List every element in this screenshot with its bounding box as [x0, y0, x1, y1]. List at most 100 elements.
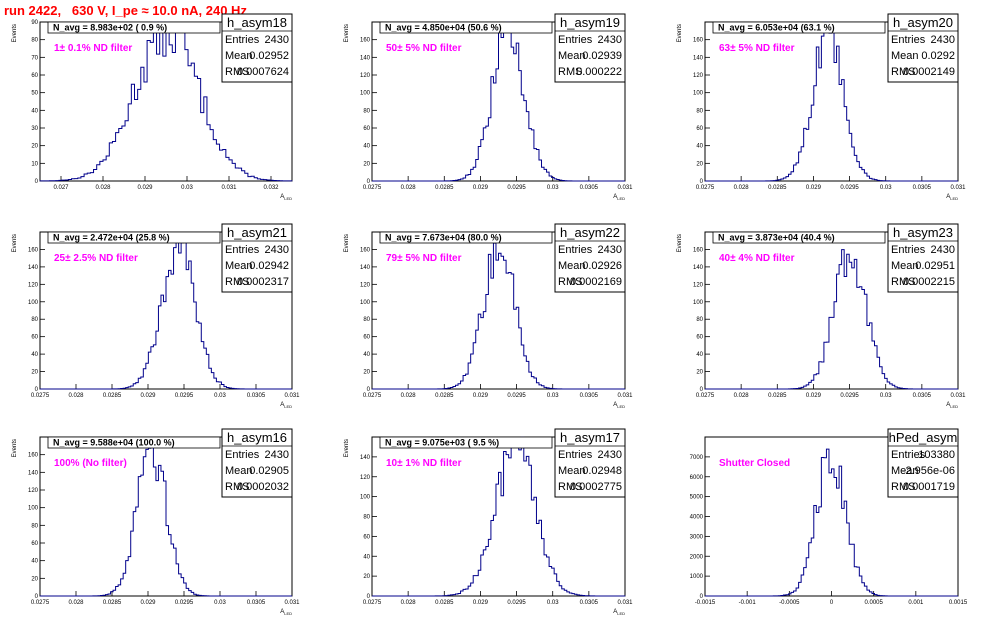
y-tick-label: 40 — [31, 559, 38, 565]
stats-title: h_asym21 — [227, 225, 287, 240]
x-tick-label: 0.031 — [617, 393, 633, 399]
y-tick-label: 90 — [31, 20, 38, 26]
y-tick-label: 80 — [696, 317, 703, 323]
stats-value: 2430 — [265, 244, 289, 256]
n-avg-label: N_avg = 9.075e+03 ( 9.5 %) — [385, 438, 499, 448]
y-tick-label: 120 — [360, 282, 371, 288]
filter-note: 100% (No filter) — [54, 458, 127, 469]
stats-title: h_asym20 — [893, 15, 953, 30]
x-tick-label: -0.0015 — [695, 600, 716, 606]
x-tick-label: 0.031 — [284, 393, 300, 399]
x-tick-label: 0.03 — [547, 185, 559, 191]
histogram-pad-h_asym20: 0 20 40 60 80 100 120 140 160 0.0275 0.028 0.0285 0.… — [677, 13, 966, 201]
stats-title: h_asym17 — [560, 430, 620, 445]
x-axis-title: ALED — [613, 402, 625, 409]
x-tick-label: 0.029 — [140, 600, 156, 606]
x-tick-label: 0.028 — [401, 185, 417, 191]
stats-value: 0.02951 — [915, 260, 955, 272]
y-tick-label: 100 — [360, 495, 371, 501]
y-tick-label: 20 — [31, 144, 38, 150]
stats-key: Entries — [891, 449, 926, 461]
histogram-pad-h_asym22: 0 20 40 60 80 100 120 140 160 0.0275 0.028 0.0285 0.… — [344, 223, 633, 409]
x-tick-label: 0.0295 — [175, 600, 194, 606]
filter-note: 79± 5% ND filter — [386, 253, 462, 264]
x-tick-label: 0.0275 — [31, 600, 50, 606]
x-tick-label: 0.031 — [617, 185, 633, 191]
stats-key: Mean — [225, 260, 253, 272]
y-tick-label: 60 — [363, 534, 370, 540]
stats-title: h_asym22 — [560, 225, 620, 240]
stats-value: 0.02942 — [249, 260, 289, 272]
x-tick-label: 0.0275 — [363, 600, 382, 606]
x-tick-label: 0.031 — [617, 600, 633, 606]
y-tick-label: 60 — [31, 335, 38, 341]
n-avg-label: N_avg = 9.588e+04 (100.0 %) — [53, 438, 175, 448]
stats-value: 0.0292 — [921, 50, 955, 62]
x-tick-label: 0.031 — [221, 185, 237, 191]
x-tick-label: 0.031 — [950, 185, 966, 191]
histogram-pad-h_asym18: 0 10 20 30 40 50 60 70 80 90 0.027 0.028 0.029 0.03 0.… — [12, 13, 293, 201]
x-tick-label: 0.0275 — [31, 393, 50, 399]
x-tick-label: 0.0285 — [103, 393, 122, 399]
x-tick-label: 0.03 — [181, 185, 193, 191]
stats-title: hPed_asym — [889, 430, 958, 445]
stats-value: 0.0001719 — [903, 481, 955, 493]
stats-box — [887, 13, 959, 83]
y-tick-label: 70 — [31, 55, 38, 61]
histogram-line — [705, 448, 958, 597]
stats-value: 2430 — [598, 244, 622, 256]
x-tick-label: 0.0295 — [840, 185, 859, 191]
stats-value: 0.0002317 — [237, 276, 289, 288]
x-tick-label: 0.028 — [68, 393, 84, 399]
y-tick-label: 140 — [28, 470, 39, 476]
stats-box — [887, 428, 959, 498]
stats-box — [554, 428, 626, 498]
x-tick-label: 0.0285 — [768, 393, 787, 399]
x-tick-label: 0.03 — [214, 600, 226, 606]
filter-note: 25± 2.5% ND filter — [54, 253, 138, 264]
y-tick-label: 80 — [363, 317, 370, 323]
stats-value: 0.02926 — [582, 260, 622, 272]
y-tick-label: 1000 — [690, 574, 704, 580]
y-tick-label: 120 — [28, 488, 39, 494]
y-axis-title: Events — [344, 439, 350, 457]
histogram-line — [40, 436, 292, 597]
x-tick-label: 0.028 — [68, 600, 84, 606]
x-axis-title: ALED — [280, 402, 292, 409]
x-tick-label: 0.0305 — [913, 393, 932, 399]
stats-value: 2430 — [598, 34, 622, 46]
x-tick-label: 0.028 — [734, 393, 750, 399]
x-tick-label: 0.029 — [473, 600, 489, 606]
histogram-pad-h_asym23: 0 20 40 60 80 100 120 140 160 0.0275 0.028 0.0285 0.… — [677, 223, 966, 409]
y-tick-label: 2000 — [690, 554, 704, 560]
stats-key: RMS — [891, 481, 915, 493]
stats-box — [221, 13, 293, 83]
x-tick-label: 0 — [830, 600, 834, 606]
n-avg-label: N_avg = 3.873e+04 (40.4 %) — [718, 233, 835, 243]
x-tick-label: 0.029 — [806, 185, 822, 191]
filter-note: Shutter Closed — [719, 458, 790, 469]
stats-key: Mean — [891, 260, 919, 272]
stats-box — [221, 428, 293, 498]
y-axis-title: Events — [677, 24, 683, 42]
x-tick-label: 0.03 — [880, 393, 892, 399]
y-tick-label: 160 — [28, 453, 39, 459]
stats-key: RMS — [225, 481, 249, 493]
y-tick-label: 20 — [363, 370, 370, 376]
stats-value: 2430 — [931, 34, 955, 46]
y-tick-label: 20 — [363, 574, 370, 580]
x-tick-label: 0.0285 — [103, 600, 122, 606]
y-tick-label: 40 — [31, 352, 38, 358]
x-axis-title: ALED — [946, 194, 958, 201]
n-avg-box — [47, 21, 221, 34]
y-tick-label: 60 — [696, 126, 703, 132]
y-tick-label: 40 — [31, 108, 38, 114]
x-tick-label: 0.029 — [473, 185, 489, 191]
y-tick-label: 0 — [367, 594, 371, 600]
y-tick-label: 40 — [696, 144, 703, 150]
x-tick-label: -0.001 — [739, 600, 757, 606]
stats-key: Mean — [225, 50, 253, 62]
stats-title: h_asym19 — [560, 15, 620, 30]
stats-key: Mean — [558, 260, 586, 272]
